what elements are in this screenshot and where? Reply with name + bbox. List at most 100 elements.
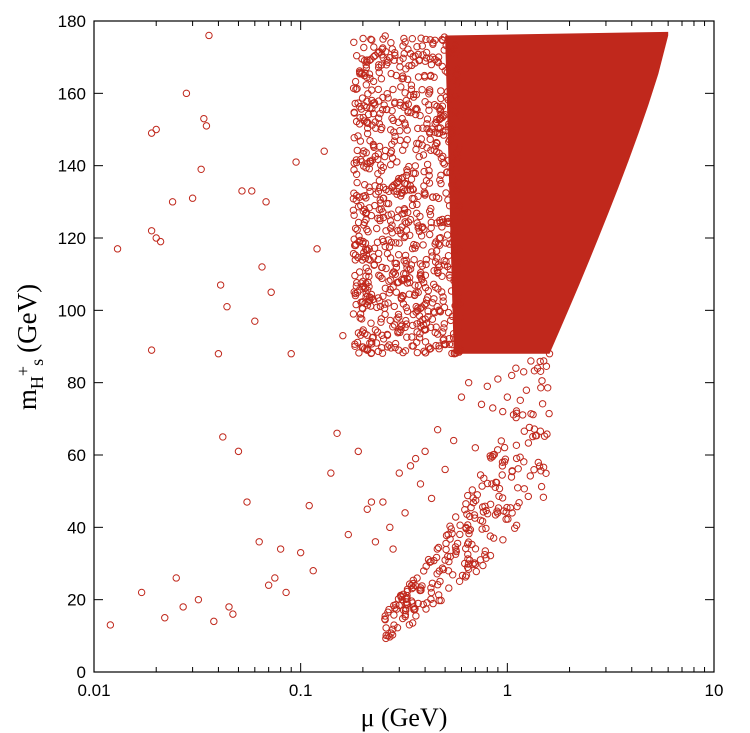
fringe-point xyxy=(363,160,371,168)
fringe-point xyxy=(350,38,358,46)
fringe-point xyxy=(364,119,372,128)
tail-point xyxy=(514,484,522,492)
fringe-point xyxy=(350,189,358,197)
fringe-point xyxy=(455,233,463,241)
tail-point xyxy=(472,496,480,505)
fringe-point xyxy=(456,299,464,308)
data-point xyxy=(271,574,279,582)
fringe-point xyxy=(390,321,399,329)
data-point xyxy=(188,194,197,202)
fringe-point xyxy=(365,183,373,191)
fringe-point xyxy=(374,85,382,94)
fringe-point xyxy=(433,302,441,311)
fringe-point xyxy=(403,75,412,84)
fringe-point xyxy=(425,171,433,180)
fringe-point xyxy=(417,34,425,42)
fringe-point xyxy=(388,154,397,162)
tail-point xyxy=(449,571,457,579)
y-axis-title: mH+s(GeV) xyxy=(12,284,47,410)
data-point xyxy=(214,350,223,358)
fringe-point xyxy=(425,106,433,115)
tail-point xyxy=(511,524,519,532)
fringe-point xyxy=(362,264,370,272)
fringe-point xyxy=(415,334,424,342)
data-point xyxy=(219,433,227,441)
fringe-point xyxy=(389,116,397,125)
data-point xyxy=(243,498,251,506)
fringe-point xyxy=(375,97,383,105)
fringe-point xyxy=(408,342,416,350)
fringe-point xyxy=(391,343,399,352)
fringe-point xyxy=(397,293,405,302)
data-point xyxy=(320,147,328,155)
fringe-point xyxy=(420,167,428,176)
fringe-point xyxy=(412,145,420,154)
tail-point xyxy=(500,443,509,452)
fringe-point xyxy=(379,183,388,192)
fringe-point xyxy=(413,200,421,209)
fringe-point xyxy=(362,103,371,112)
fringe-point xyxy=(384,94,392,102)
fringe-point xyxy=(364,267,372,276)
data-point xyxy=(421,447,429,456)
fringe-point xyxy=(390,268,398,276)
fringe-point xyxy=(413,307,422,315)
tail-point xyxy=(471,560,480,569)
fringe-point xyxy=(392,71,400,80)
fringe-point xyxy=(368,121,376,129)
tail-point xyxy=(470,511,479,519)
data-point xyxy=(406,462,415,470)
fringe-point xyxy=(369,295,377,304)
fringe-point xyxy=(353,178,361,187)
fringe-point xyxy=(365,245,373,253)
fringe-point xyxy=(403,264,411,272)
fringe-point xyxy=(440,324,448,332)
fringe-point xyxy=(353,146,361,155)
data-point xyxy=(449,436,458,445)
fringe-point xyxy=(354,132,362,140)
fringe-point xyxy=(349,206,358,215)
tail-point xyxy=(507,473,516,481)
tail-point xyxy=(536,427,545,435)
fringe-point xyxy=(353,279,361,287)
fringe-point xyxy=(450,107,459,115)
fringe-point xyxy=(424,287,432,295)
fringe-point xyxy=(435,194,443,203)
fringe-point xyxy=(422,325,430,334)
fringe-point xyxy=(377,161,385,169)
fringe-point xyxy=(437,171,445,180)
tail-point xyxy=(538,400,547,408)
fringe-point xyxy=(418,223,427,231)
fringe-point xyxy=(439,328,447,336)
fringe-point xyxy=(392,288,400,296)
tail-point xyxy=(486,500,495,508)
fringe-point xyxy=(366,256,374,264)
fringe-point xyxy=(386,224,395,233)
tail-point xyxy=(538,377,546,385)
fringe-point xyxy=(431,258,440,266)
tail-point xyxy=(520,485,528,493)
fringe-point xyxy=(404,45,412,53)
fringe-point xyxy=(362,149,370,157)
fringe-point xyxy=(386,285,394,294)
data-point xyxy=(527,357,535,365)
data-point xyxy=(210,617,218,626)
data-point xyxy=(411,454,420,463)
fringe-point xyxy=(437,87,445,95)
tail-point xyxy=(471,545,480,553)
fringe-point xyxy=(448,340,457,349)
tail-point xyxy=(530,466,538,474)
fringe-point xyxy=(426,135,434,144)
tail-point xyxy=(465,526,473,535)
data-point xyxy=(327,469,335,477)
tail-point xyxy=(393,605,401,613)
y-tick-label: 60 xyxy=(67,446,86,465)
tail-point xyxy=(469,494,477,502)
fringe-point xyxy=(390,128,398,136)
tail-point xyxy=(515,499,523,507)
fringe-point xyxy=(356,310,365,318)
fringe-point xyxy=(358,94,367,102)
fringe-point xyxy=(456,347,464,355)
fringe-point xyxy=(432,341,440,350)
